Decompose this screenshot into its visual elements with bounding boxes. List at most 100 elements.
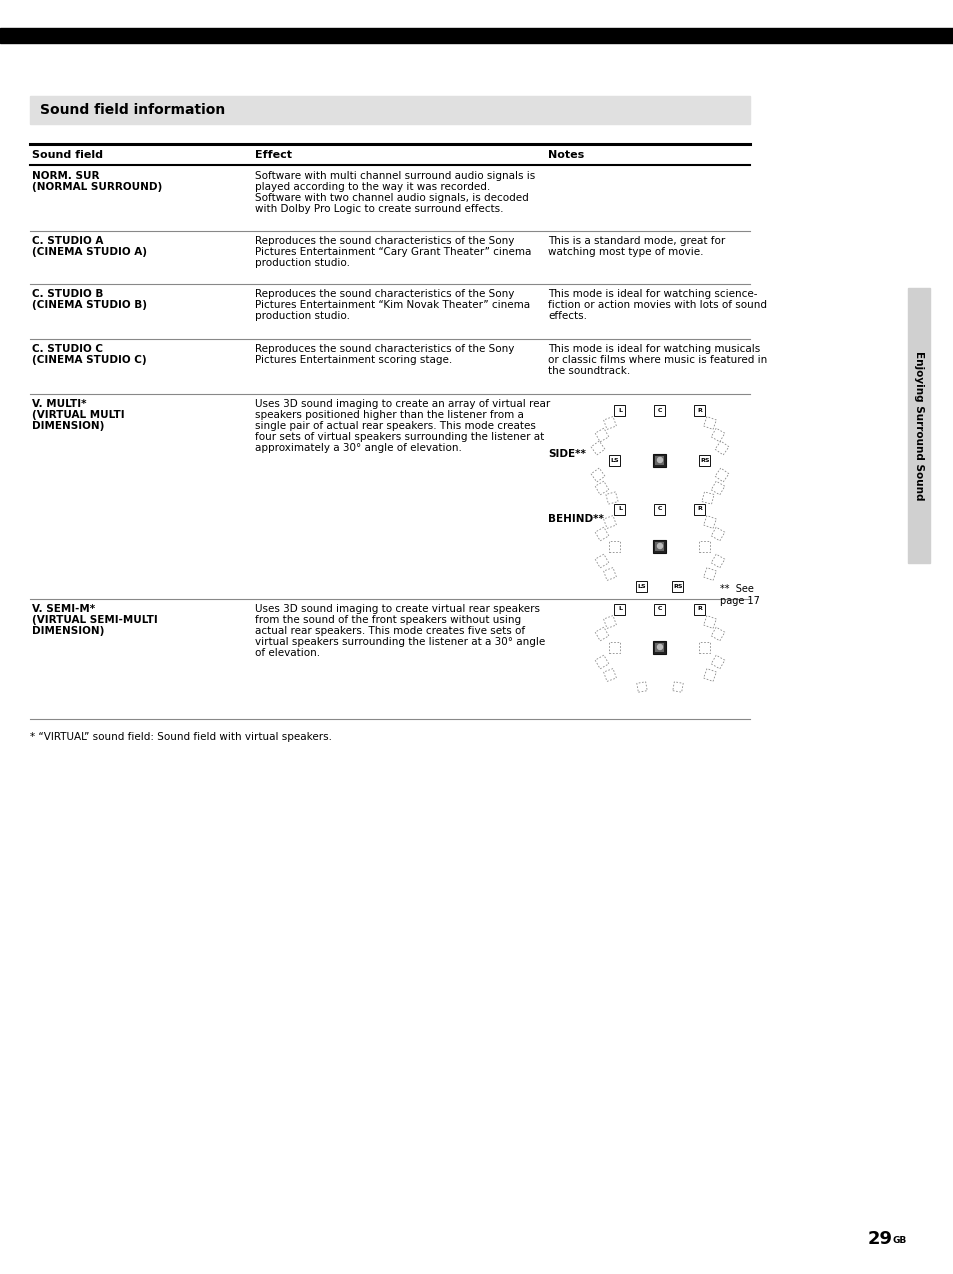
- Text: approximately a 30° angle of elevation.: approximately a 30° angle of elevation.: [254, 443, 461, 454]
- Bar: [699, 455, 710, 465]
- Text: Sound field information: Sound field information: [40, 103, 225, 117]
- Text: Sound field: Sound field: [32, 150, 103, 161]
- Text: actual rear speakers. This mode creates five sets of: actual rear speakers. This mode creates …: [254, 626, 524, 636]
- Text: Enjoying Surround Sound: Enjoying Surround Sound: [913, 350, 923, 501]
- Text: This mode is ideal for watching musicals: This mode is ideal for watching musicals: [547, 344, 760, 354]
- Bar: [655, 642, 664, 651]
- Text: C. STUDIO B: C. STUDIO B: [32, 289, 103, 299]
- Text: four sets of virtual speakers surrounding the listener at: four sets of virtual speakers surroundin…: [254, 432, 543, 442]
- Bar: [703, 615, 716, 628]
- Bar: [699, 540, 710, 552]
- Text: BEHIND**: BEHIND**: [547, 513, 603, 524]
- Text: This is a standard mode, great for: This is a standard mode, great for: [547, 236, 724, 246]
- Bar: [710, 428, 724, 442]
- Text: Effect: Effect: [254, 150, 292, 161]
- Text: (VIRTUAL MULTI: (VIRTUAL MULTI: [32, 410, 125, 420]
- Text: (CINEMA STUDIO B): (CINEMA STUDIO B): [32, 299, 147, 310]
- Text: played according to the way it was recorded.: played according to the way it was recor…: [254, 182, 490, 192]
- Text: Pictures Entertainment “Cary Grant Theater” cinema: Pictures Entertainment “Cary Grant Theat…: [254, 247, 531, 257]
- Text: (NORMAL SURROUND): (NORMAL SURROUND): [32, 182, 162, 192]
- Bar: [636, 581, 647, 591]
- Text: with Dolby Pro Logic to create surround effects.: with Dolby Pro Logic to create surround …: [254, 204, 503, 214]
- Text: (VIRTUAL SEMI-MULTI: (VIRTUAL SEMI-MULTI: [32, 615, 157, 626]
- Bar: [614, 604, 625, 614]
- Text: (CINEMA STUDIO C): (CINEMA STUDIO C): [32, 355, 147, 364]
- Text: **  See
page 17: ** See page 17: [720, 583, 760, 605]
- Text: virtual speakers surrounding the listener at a 30° angle: virtual speakers surrounding the listene…: [254, 637, 545, 647]
- Bar: [603, 417, 616, 429]
- Text: L: L: [618, 507, 621, 511]
- Text: Notes: Notes: [547, 150, 583, 161]
- Bar: [694, 405, 705, 415]
- Bar: [595, 428, 608, 442]
- Text: Uses 3D sound imaging to create virtual rear speakers: Uses 3D sound imaging to create virtual …: [254, 604, 539, 614]
- Bar: [703, 669, 716, 682]
- Text: R: R: [697, 408, 701, 413]
- Text: Pictures Entertainment “Kim Novak Theater” cinema: Pictures Entertainment “Kim Novak Theate…: [254, 299, 530, 310]
- Bar: [605, 492, 618, 505]
- Text: watching most type of movie.: watching most type of movie.: [547, 247, 702, 257]
- Bar: [595, 527, 608, 541]
- Bar: [614, 405, 625, 415]
- Bar: [595, 627, 608, 641]
- Text: effects.: effects.: [547, 311, 586, 321]
- Bar: [653, 539, 666, 553]
- Bar: [703, 568, 716, 581]
- Bar: [710, 527, 724, 541]
- Text: speakers positioned higher than the listener from a: speakers positioned higher than the list…: [254, 410, 523, 420]
- Text: L: L: [618, 408, 621, 413]
- Text: (CINEMA STUDIO A): (CINEMA STUDIO A): [32, 247, 147, 257]
- Bar: [653, 641, 666, 654]
- Bar: [694, 604, 705, 614]
- Bar: [591, 468, 604, 482]
- Bar: [603, 568, 616, 581]
- Text: DIMENSION): DIMENSION): [32, 420, 104, 431]
- Text: C: C: [657, 606, 661, 612]
- Text: C: C: [657, 507, 661, 511]
- Bar: [672, 682, 682, 692]
- Bar: [710, 627, 724, 641]
- Text: Uses 3D sound imaging to create an array of virtual rear: Uses 3D sound imaging to create an array…: [254, 399, 550, 409]
- Text: R: R: [697, 606, 701, 612]
- Bar: [710, 554, 724, 568]
- Bar: [907, 288, 929, 563]
- Text: LS: LS: [610, 457, 618, 462]
- Text: NORM. SUR: NORM. SUR: [32, 171, 99, 181]
- Text: RS: RS: [673, 583, 682, 589]
- Bar: [595, 554, 608, 568]
- Bar: [654, 604, 665, 614]
- Text: * “VIRTUAL” sound field: Sound field with virtual speakers.: * “VIRTUAL” sound field: Sound field wit…: [30, 733, 332, 741]
- Text: Reproduces the sound characteristics of the Sony: Reproduces the sound characteristics of …: [254, 236, 514, 246]
- Text: C: C: [657, 408, 661, 413]
- Bar: [609, 540, 619, 552]
- Bar: [603, 615, 616, 628]
- Text: R: R: [697, 507, 701, 511]
- Circle shape: [657, 645, 661, 650]
- Text: production studio.: production studio.: [254, 311, 350, 321]
- Bar: [636, 682, 646, 692]
- Text: fiction or action movies with lots of sound: fiction or action movies with lots of so…: [547, 299, 766, 310]
- Text: or classic films where music is featured in: or classic films where music is featured…: [547, 355, 766, 364]
- Text: the soundtrack.: the soundtrack.: [547, 366, 630, 376]
- Text: Reproduces the sound characteristics of the Sony: Reproduces the sound characteristics of …: [254, 289, 514, 299]
- Circle shape: [657, 544, 661, 549]
- Bar: [701, 492, 714, 505]
- Text: V. MULTI*: V. MULTI*: [32, 399, 87, 409]
- Text: This mode is ideal for watching science-: This mode is ideal for watching science-: [547, 289, 757, 299]
- Bar: [710, 482, 724, 494]
- Text: single pair of actual rear speakers. This mode creates: single pair of actual rear speakers. Thi…: [254, 420, 536, 431]
- Text: Reproduces the sound characteristics of the Sony: Reproduces the sound characteristics of …: [254, 344, 514, 354]
- Bar: [654, 503, 665, 515]
- Text: LS: LS: [637, 583, 645, 589]
- Bar: [710, 655, 724, 669]
- Bar: [655, 456, 664, 465]
- Bar: [603, 669, 616, 682]
- Text: C. STUDIO C: C. STUDIO C: [32, 344, 103, 354]
- Bar: [0, 28, 953, 43]
- Bar: [655, 541, 664, 550]
- Bar: [654, 405, 665, 415]
- Bar: [603, 516, 616, 529]
- Bar: [694, 503, 705, 515]
- Text: SIDE**: SIDE**: [547, 448, 585, 459]
- Bar: [715, 441, 728, 455]
